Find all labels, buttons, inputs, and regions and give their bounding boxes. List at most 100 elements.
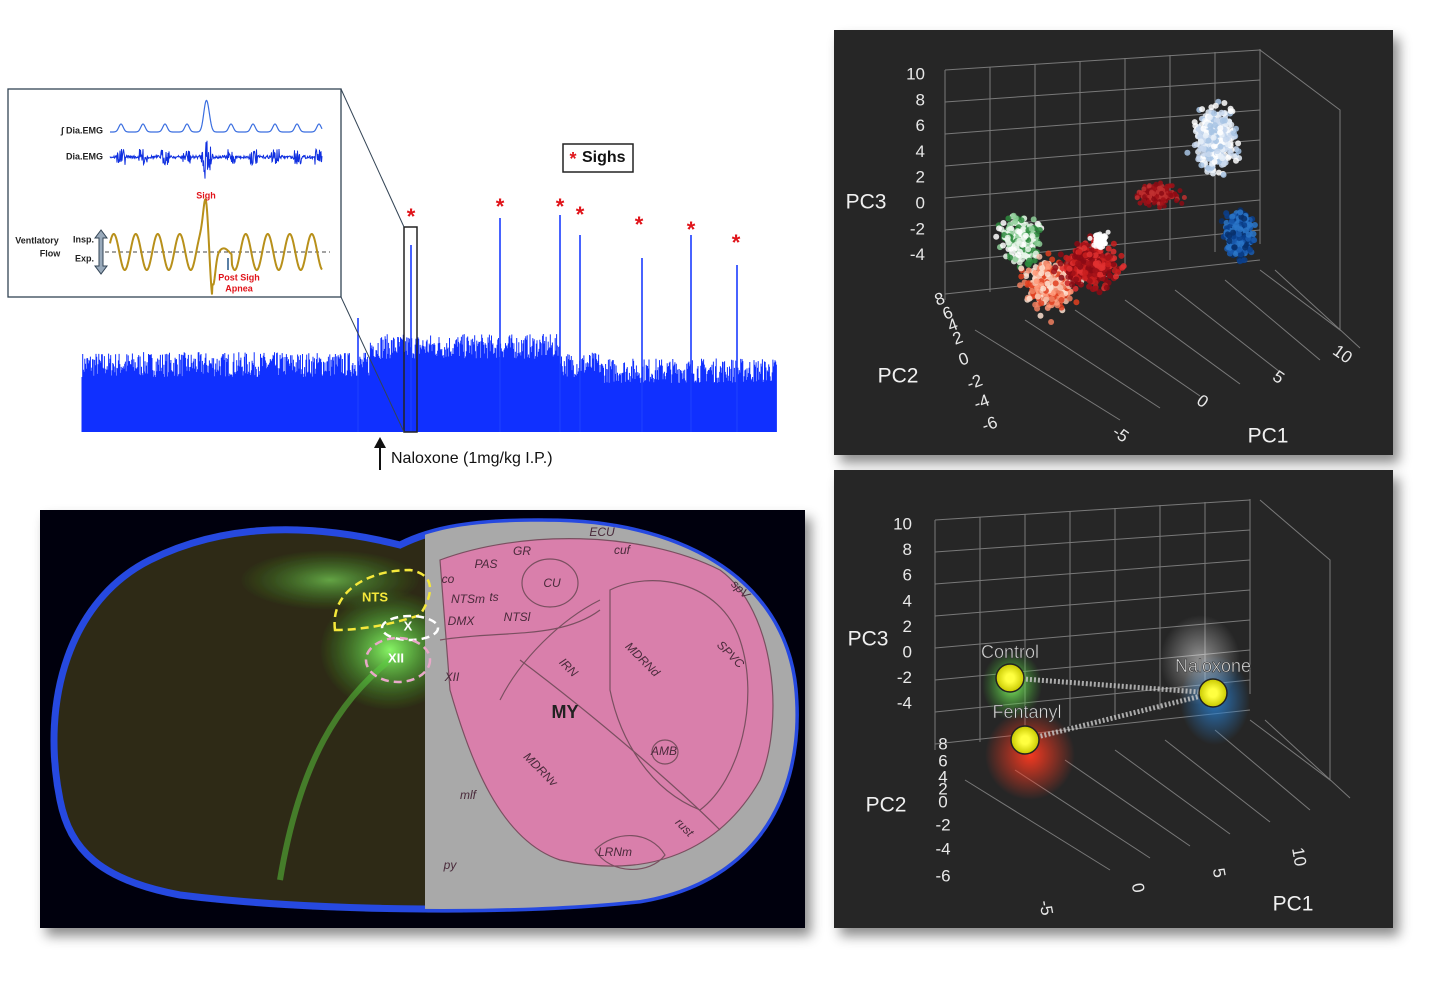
- point: [1026, 295, 1033, 302]
- point: [1039, 265, 1046, 271]
- point: [1048, 296, 1055, 302]
- point: [1081, 245, 1088, 252]
- point: [1085, 264, 1092, 271]
- axis-label: PC1: [1273, 893, 1314, 916]
- point: [1022, 252, 1029, 259]
- point: [1218, 218, 1225, 225]
- point: [1224, 213, 1231, 220]
- point: [1110, 248, 1117, 255]
- point: [1025, 267, 1032, 274]
- point: [1038, 270, 1045, 277]
- point: [1225, 141, 1231, 148]
- point: [1051, 268, 1057, 275]
- atlas-label: CU: [543, 576, 561, 590]
- point: [1066, 295, 1073, 302]
- point: [1202, 132, 1209, 139]
- point: [1018, 265, 1025, 272]
- sigh-marker: *: [687, 217, 696, 242]
- atlas-label: MY: [552, 702, 579, 722]
- point: [1096, 289, 1103, 296]
- z-tick-label: 2: [916, 168, 925, 187]
- point: [1049, 256, 1056, 263]
- point: [1113, 273, 1119, 280]
- grid-line: [1264, 719, 1351, 799]
- point: [1235, 231, 1242, 238]
- apnea-label: Post Sigh: [218, 272, 260, 282]
- point: [1219, 118, 1226, 124]
- atlas-label: NTSl: [504, 610, 531, 624]
- point: [1105, 245, 1112, 252]
- point: [1012, 256, 1019, 263]
- point: [1004, 234, 1011, 241]
- point: [1007, 254, 1014, 261]
- point: [1157, 204, 1163, 210]
- z-tick-label: 4: [916, 142, 925, 161]
- z-tick-label: 0: [916, 193, 925, 212]
- atlas-label: co: [442, 572, 455, 586]
- point: [1029, 288, 1036, 295]
- point: [1251, 222, 1258, 228]
- z-tick-label: 10: [906, 64, 925, 83]
- inset-label: Dia.EMG: [66, 151, 103, 161]
- grid-line: [1249, 499, 1331, 781]
- group-label: Control: [981, 642, 1039, 662]
- point: [1231, 244, 1238, 251]
- point: [1037, 312, 1044, 319]
- inset-label: ∫ Dia.EMG: [60, 125, 103, 135]
- point: [1092, 267, 1099, 274]
- point: [1034, 305, 1041, 312]
- point: [1081, 274, 1088, 281]
- y-tick-label: 6: [938, 751, 947, 770]
- group-centroid: [995, 663, 1025, 693]
- sigh-marker: *: [407, 204, 416, 229]
- point: [1205, 151, 1212, 158]
- point: [1082, 269, 1089, 276]
- grid-line: [1224, 279, 1321, 361]
- point: [1023, 273, 1030, 280]
- point: [1191, 142, 1198, 149]
- point: [1197, 138, 1204, 145]
- axis-label: PC2: [866, 794, 907, 817]
- y-tick-label: 4: [938, 767, 947, 786]
- point: [1043, 296, 1050, 303]
- point: [1005, 239, 1012, 246]
- point: [1110, 261, 1117, 268]
- point: [1210, 134, 1217, 141]
- z-tick-label: -2: [910, 219, 925, 238]
- grid-line: [1064, 759, 1191, 847]
- atlas-label: NTSm: [451, 592, 485, 606]
- z-tick-label: 4: [903, 591, 912, 610]
- sigh-marker: *: [635, 212, 644, 237]
- trace-panel: * * * * * * * * Sighs Naloxone (1mg/kg I.P.) ∫…: [7, 88, 777, 470]
- point: [1015, 251, 1022, 258]
- y-tick-label: -6: [935, 866, 950, 885]
- atlas-label: AMB: [650, 744, 677, 758]
- point: [1053, 299, 1060, 306]
- point: [1217, 143, 1224, 150]
- point: [1241, 215, 1248, 222]
- point: [1250, 230, 1257, 237]
- point: [1247, 246, 1253, 253]
- point: [1232, 224, 1238, 231]
- flow-label: Ventlatory: [15, 235, 59, 245]
- point: [1005, 215, 1012, 222]
- point: [1211, 110, 1218, 117]
- axis-label: PC2: [878, 365, 919, 388]
- point: [1036, 253, 1043, 260]
- point: [1245, 231, 1252, 238]
- y-tick-label: 0: [938, 792, 947, 811]
- point: [1023, 232, 1029, 239]
- point: [1072, 253, 1078, 260]
- point: [1236, 246, 1243, 253]
- cluster: [985, 710, 1075, 800]
- atlas-label: ECU: [589, 525, 615, 539]
- z-tick-label: 10: [893, 514, 912, 533]
- grid-line: [1124, 299, 1241, 385]
- point: [1092, 285, 1099, 292]
- point: [1032, 269, 1039, 276]
- point: [1045, 263, 1052, 270]
- point: [1236, 258, 1243, 265]
- point: [1087, 235, 1093, 241]
- arrow-head: [374, 437, 386, 448]
